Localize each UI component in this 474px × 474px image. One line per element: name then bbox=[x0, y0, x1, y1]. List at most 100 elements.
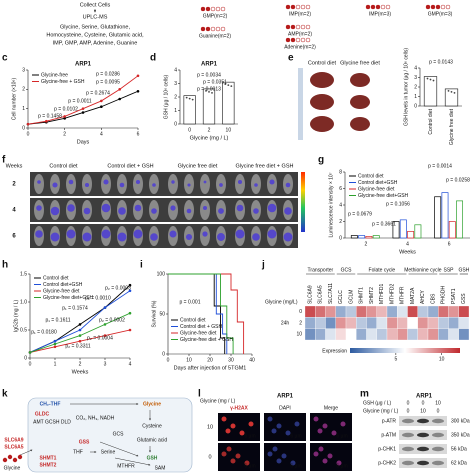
y-tick-label: 0 bbox=[22, 125, 25, 131]
p-value: p = 0.0102 bbox=[54, 106, 78, 112]
nucleus bbox=[281, 453, 287, 459]
group-header: GCS bbox=[341, 267, 353, 273]
signal bbox=[118, 207, 126, 215]
mouse bbox=[168, 174, 178, 194]
isotope-atom bbox=[220, 26, 226, 32]
nucleus bbox=[230, 423, 236, 429]
channel-label: DAPI bbox=[279, 405, 291, 411]
isotope-atom bbox=[305, 37, 311, 43]
panel-title: ARP1 bbox=[416, 394, 433, 400]
signal bbox=[187, 183, 191, 187]
heat-cell bbox=[448, 305, 459, 318]
p-value: p = 0.0011 bbox=[68, 98, 92, 104]
legend-label: Glycine-free diet + GSH bbox=[180, 337, 233, 343]
x-tick-label: 40 bbox=[249, 357, 255, 363]
x-axis-label: Weeks bbox=[72, 369, 89, 375]
glycine-molecule bbox=[7, 454, 13, 460]
tumor-image bbox=[350, 73, 370, 87]
isotope-atom bbox=[200, 26, 206, 32]
step-label: Collect Cells bbox=[80, 2, 111, 8]
replicate-dot bbox=[185, 96, 188, 99]
heat-cell bbox=[386, 317, 398, 329]
glycine-molecule bbox=[2, 457, 8, 463]
metabolite-list: Glycine, Serine, Glutathione, bbox=[60, 24, 130, 30]
bar bbox=[407, 231, 415, 239]
signal bbox=[37, 180, 41, 184]
isotope-label: IMP(m=2) bbox=[289, 11, 311, 17]
group-header: Transporter bbox=[308, 267, 334, 273]
legend-label: Glycine-free diet bbox=[180, 330, 217, 336]
nucleus bbox=[248, 421, 254, 427]
survival-curve bbox=[168, 273, 245, 354]
group-label: Control diet + GSH bbox=[107, 163, 153, 169]
imaging-colorbar bbox=[301, 172, 305, 232]
isotope-atom bbox=[205, 26, 211, 32]
heat-cell bbox=[345, 317, 357, 329]
heat-cell bbox=[386, 305, 398, 318]
isotope-atom bbox=[425, 4, 431, 10]
heat-cell bbox=[386, 328, 398, 341]
heat-cell bbox=[335, 305, 347, 318]
panel-letter: i bbox=[140, 260, 143, 271]
isotope-atom bbox=[290, 37, 296, 43]
y-tick-label: 100 bbox=[157, 271, 166, 277]
point bbox=[26, 122, 30, 126]
isotope-atom bbox=[215, 6, 221, 12]
x-tick-label: 3 bbox=[104, 361, 107, 367]
point bbox=[136, 89, 140, 93]
signal bbox=[237, 179, 243, 185]
protein-label: p-CHK1 bbox=[378, 446, 396, 452]
bar bbox=[399, 219, 407, 239]
group-label: Glycine free diet bbox=[178, 163, 218, 169]
panel-letter: k bbox=[2, 389, 8, 400]
y-tick-label: 1.0 bbox=[20, 299, 27, 305]
row-label: 10 bbox=[296, 332, 302, 338]
signal bbox=[66, 229, 76, 239]
point bbox=[53, 345, 57, 349]
isotope-atom bbox=[440, 4, 446, 10]
legend-label: Glycine-free diet+GSH bbox=[43, 295, 94, 301]
legend-label: Glycine-free + GSH bbox=[41, 79, 85, 85]
gene-label: MAT2A bbox=[410, 287, 416, 304]
gene-label: GSS bbox=[461, 293, 467, 304]
nucleus bbox=[340, 421, 346, 427]
nucleus bbox=[336, 460, 342, 466]
y-tick-label: 0 bbox=[24, 355, 27, 361]
point bbox=[103, 334, 107, 337]
chart-title: ARP1 bbox=[201, 62, 218, 68]
nucleus bbox=[226, 446, 232, 452]
signal bbox=[171, 180, 175, 184]
heat-cell bbox=[448, 317, 459, 329]
bar bbox=[434, 196, 442, 239]
heat-cell bbox=[376, 328, 388, 341]
blot-band bbox=[402, 432, 414, 438]
y-tick-label: 3 bbox=[174, 81, 177, 87]
nucleus bbox=[313, 451, 319, 457]
p-value: p = 0.0095 bbox=[96, 79, 120, 85]
isotope-atom bbox=[370, 4, 376, 10]
heat-cell bbox=[366, 317, 377, 329]
pathway-node: Serine bbox=[101, 449, 116, 455]
legend-label: Control diet+GSH bbox=[358, 180, 398, 186]
isotope-atom bbox=[220, 6, 226, 12]
y-tick-label: 0 bbox=[162, 351, 165, 357]
row-label: 0 bbox=[208, 454, 211, 460]
p-value: p = 0.0351 bbox=[203, 79, 227, 85]
panel-title: ARP1 bbox=[277, 394, 294, 400]
y-tick-label: 1 bbox=[414, 94, 417, 100]
isotope-atom bbox=[200, 6, 206, 12]
isotope-atom bbox=[375, 4, 381, 10]
bar bbox=[365, 236, 373, 239]
nucleus bbox=[221, 451, 227, 457]
y-tick-label: 0.5 bbox=[20, 327, 27, 333]
nucleus bbox=[317, 428, 323, 434]
y-tick-label: 0 bbox=[339, 235, 342, 241]
replicate-dot bbox=[224, 83, 227, 86]
nucleus bbox=[313, 416, 319, 422]
heat-cell bbox=[315, 328, 326, 341]
y-tick-label: 50 bbox=[159, 311, 165, 317]
signal bbox=[185, 233, 193, 241]
heat-cell bbox=[356, 328, 367, 341]
p-value: p₁ = 0.0180 bbox=[31, 329, 57, 335]
nucleus bbox=[327, 453, 333, 459]
